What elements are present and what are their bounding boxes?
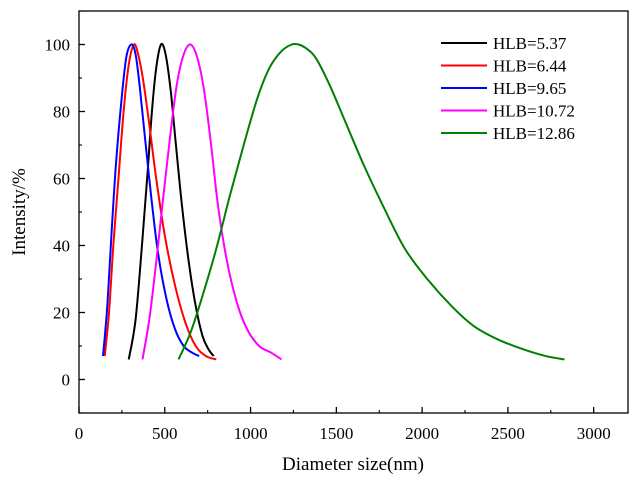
series-line-1: [127, 42, 215, 360]
legend-label-2: HLB=6.44: [493, 57, 567, 76]
legend-label-3: HLB=9.65: [493, 79, 566, 98]
x-tick-label: 3000: [577, 424, 611, 443]
y-tick-label: 80: [53, 103, 70, 122]
y-tick-label: 60: [53, 170, 70, 189]
y-tick-label: 20: [53, 304, 70, 323]
y-axis-label: Intensity/%: [9, 168, 30, 256]
legend-label-4: HLB=10.72: [493, 102, 575, 121]
y-tick-label: 100: [45, 36, 71, 55]
series-line-3: [102, 43, 200, 357]
x-tick-label: 2500: [491, 424, 525, 443]
x-tick-label: 1500: [319, 424, 353, 443]
legend-label-5: HLB=12.86: [493, 124, 575, 143]
series-line-2: [103, 43, 217, 361]
y-tick-label: 0: [62, 371, 71, 390]
x-tick-label: 2000: [405, 424, 439, 443]
legend-label-1: HLB=5.37: [493, 34, 567, 53]
y-tick-label: 40: [53, 237, 70, 256]
axes: 0 500 1000 1500 2000 2500 3000 0 20 40 60 80 100: [45, 10, 629, 443]
x-tick-label: 500: [152, 424, 178, 443]
x-tick-label: 0: [75, 424, 84, 443]
series-line-5: [177, 42, 565, 361]
x-axis-label: Diameter size(nm): [282, 454, 424, 475]
plot-area: [102, 42, 565, 361]
x-tick-label: 1000: [234, 424, 268, 443]
legend: HLB=5.37 HLB=6.44 HLB=9.65 HLB=10.72 HLB=12.…: [441, 34, 575, 143]
series-line-4: [141, 43, 282, 361]
